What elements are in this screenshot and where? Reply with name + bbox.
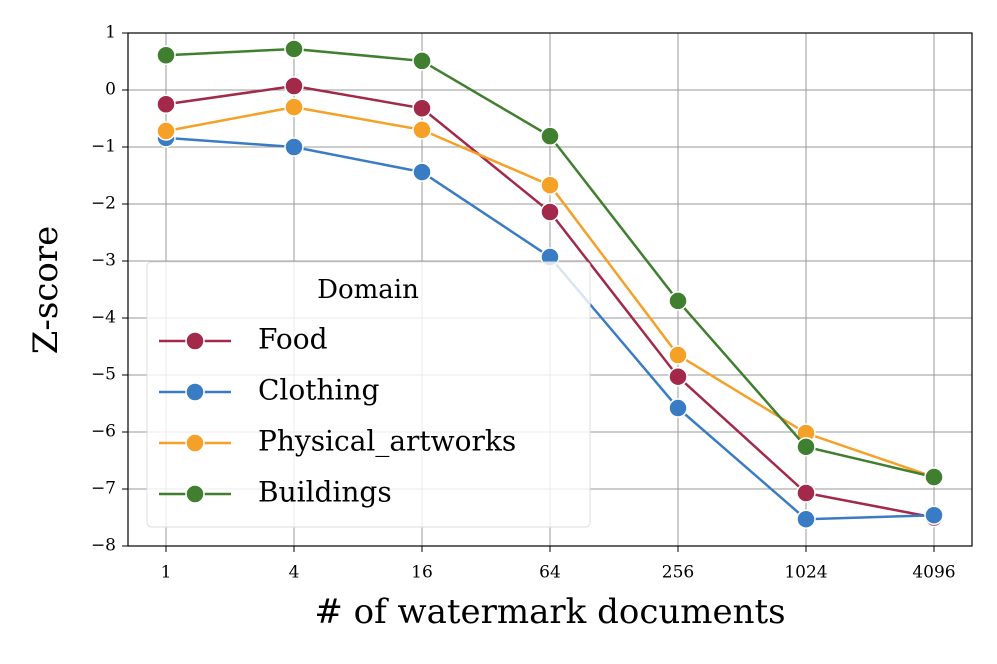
point (540, 175, 560, 195)
x-tick-label: 64 (539, 563, 561, 583)
point (796, 483, 816, 503)
y-axis-label: Z-score (26, 226, 66, 354)
point (284, 137, 304, 157)
point (412, 51, 432, 71)
point (924, 467, 944, 487)
point (796, 437, 816, 457)
legend-box (146, 261, 591, 528)
point (284, 76, 304, 96)
x-tick-label: 256 (662, 563, 694, 583)
y-tick-label: −8 (91, 536, 116, 556)
x-axis-label: # of watermark documents (314, 592, 785, 632)
y-tick-label: −2 (91, 194, 116, 214)
point (924, 505, 944, 525)
point (668, 291, 688, 311)
legend-label: Physical_artworks (258, 425, 516, 458)
point (284, 39, 304, 59)
x-tick-label: 1 (161, 563, 172, 583)
point (540, 202, 560, 222)
x-tick-label: 1024 (784, 563, 827, 583)
y-tick-label: −3 (91, 251, 116, 271)
point (668, 366, 688, 387)
y-tick-label: −7 (91, 479, 116, 499)
y-tick-label: 1 (105, 23, 116, 43)
y-tick-label: −6 (91, 422, 116, 442)
legend-marker (185, 484, 205, 504)
point (796, 509, 816, 529)
point (156, 94, 176, 114)
legend-marker (185, 382, 205, 402)
x-tick-label: 4096 (912, 563, 955, 583)
legend-marker (185, 331, 205, 351)
point (284, 97, 304, 117)
point (540, 126, 560, 146)
point (668, 398, 688, 418)
point (412, 98, 432, 118)
y-tick-label: −5 (91, 365, 116, 385)
legend-title: Domain (317, 275, 419, 305)
legend-label: Food (258, 323, 328, 356)
point (412, 120, 432, 140)
legend-label: Clothing (258, 374, 380, 407)
point (156, 45, 176, 65)
legend: Domain Food Clothing Physical_artworks Build… (146, 261, 591, 528)
x-tick-label: 16 (411, 563, 433, 583)
x-tick-label: 4 (289, 563, 300, 583)
legend-marker (185, 433, 205, 453)
legend-label: Buildings (258, 476, 392, 509)
point (412, 162, 432, 182)
plot-frame (127, 32, 973, 547)
point (668, 345, 688, 365)
y-tick-label: −4 (91, 308, 116, 328)
y-tick-label: −1 (91, 137, 116, 157)
y-tick-label: 0 (105, 80, 116, 100)
point (156, 121, 176, 141)
